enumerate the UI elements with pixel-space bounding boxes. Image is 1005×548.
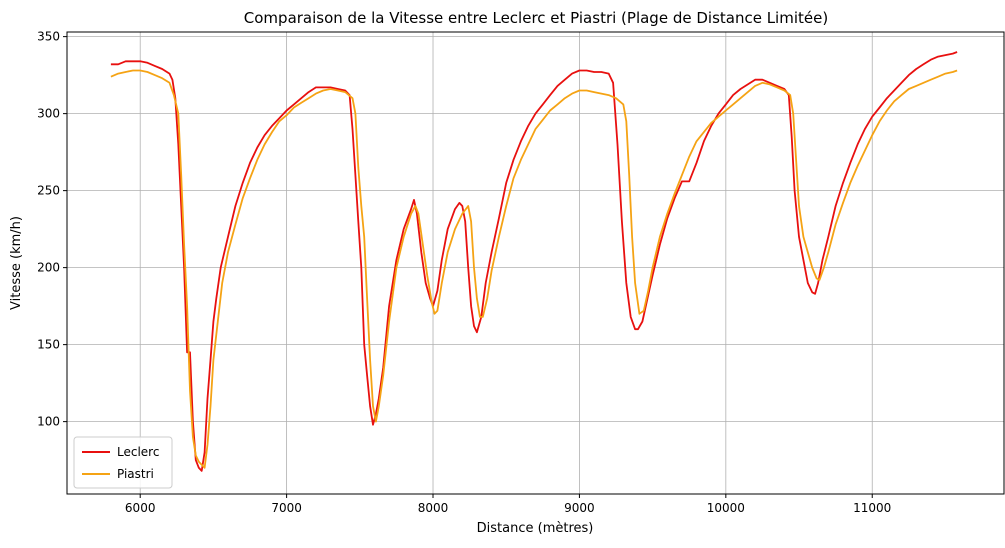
x-tick-label: 11000: [853, 501, 891, 515]
y-axis-label: Vitesse (km/h): [9, 216, 24, 310]
y-axis-ticks: 100 150 200 250 300 350: [37, 30, 67, 429]
plot-frame: [66, 31, 1005, 495]
x-tick-label: 10000: [707, 501, 745, 515]
y-tick-label: 200: [37, 261, 60, 275]
y-tick-label: 250: [37, 184, 60, 198]
x-axis-ticks: 6000 7000 8000 9000 10000 11000: [125, 494, 891, 515]
x-tick-label: 7000: [271, 501, 302, 515]
series-line-piastri: [110, 69, 958, 469]
series-lines: [110, 51, 958, 472]
x-tick-label: 6000: [125, 501, 156, 515]
x-tick-label: 9000: [564, 501, 595, 515]
y-tick-label: 100: [37, 415, 60, 429]
chart-title: Comparaison de la Vitesse entre Leclerc …: [244, 9, 828, 27]
legend-label-piastri: Piastri: [117, 467, 154, 481]
legend: Leclerc Piastri: [73, 436, 173, 489]
legend-box: [73, 436, 173, 489]
legend-label-leclerc: Leclerc: [117, 445, 159, 459]
x-axis-label: Distance (mètres): [477, 521, 594, 536]
y-tick-label: 350: [37, 30, 60, 44]
y-tick-label: 150: [37, 338, 60, 352]
x-tick-label: 8000: [418, 501, 449, 515]
y-tick-label: 300: [37, 107, 60, 121]
